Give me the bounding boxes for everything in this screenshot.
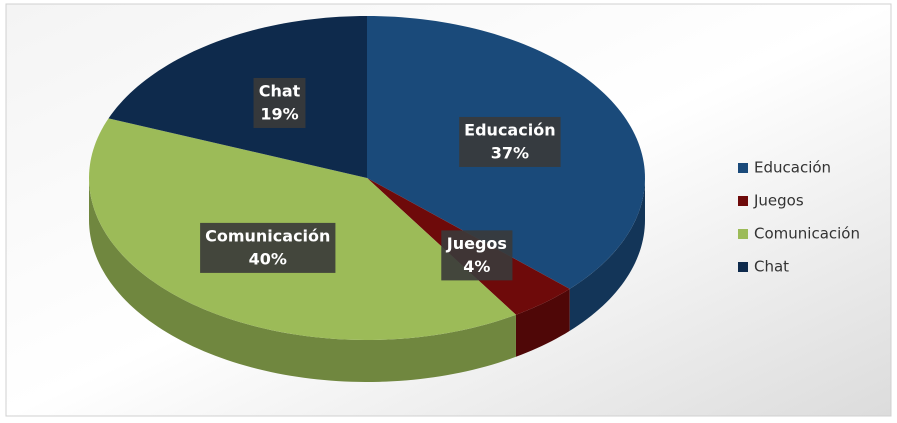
slice-side — [569, 178, 645, 331]
label-box — [459, 116, 561, 167]
legend-swatch — [738, 196, 748, 206]
label-value: 19% — [260, 104, 298, 123]
legend-label: Chat — [754, 258, 789, 276]
label-name: Comunicación — [205, 226, 330, 245]
label-box — [200, 222, 336, 273]
label-name: Educación — [464, 120, 555, 139]
label-name: Juegos — [446, 234, 507, 253]
legend-swatch — [738, 229, 748, 239]
legend-label: Educación — [754, 159, 831, 177]
data-label: Chat 19% — [253, 77, 306, 128]
label-value: 4% — [463, 257, 490, 276]
legend-label: Juegos — [753, 192, 804, 210]
data-label: Educación 37% — [459, 116, 561, 167]
label-box — [253, 77, 306, 128]
legend-swatch — [738, 163, 748, 173]
slice-side — [515, 288, 570, 357]
legend-swatch — [738, 262, 748, 272]
label-name: Chat — [259, 81, 301, 100]
data-label: Comunicación 40% — [200, 222, 336, 273]
label-value: 37% — [491, 143, 529, 162]
slice — [108, 16, 367, 178]
data-label: Juegos 4% — [441, 230, 513, 281]
slice-side — [89, 178, 516, 382]
legend-label: Comunicación — [754, 225, 860, 243]
label-box — [441, 230, 513, 281]
label-value: 40% — [249, 249, 287, 268]
